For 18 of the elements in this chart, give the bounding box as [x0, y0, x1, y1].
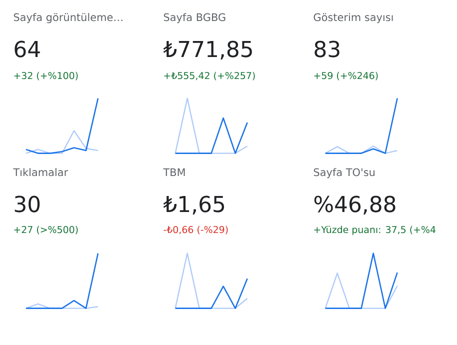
chart-subtitle: 83 [314, 40, 340, 58]
text: -₺0,66 (-%29) [164, 226, 228, 234]
text: +27 (>%500) [14, 226, 78, 234]
chart-title: Sayfa TO'su [314, 168, 374, 178]
chart-title: Sayfa görüntüleme… [14, 13, 122, 24]
chart-subtitle: 64 [14, 40, 40, 58]
chart-title: TBM [163, 168, 185, 176]
chart-title: Tıklamalar [13, 168, 68, 176]
chart-subtitle: 30 [14, 196, 40, 212]
chart-subtitle: ₺1,65 [163, 196, 224, 215]
chart-title: Sayfa BGBG [164, 13, 226, 24]
text: +32 (+%100) [14, 72, 78, 80]
chart-title: Gösterim sayısı [314, 13, 393, 24]
text: +Yüzde puanı: 37,5 (+%4 [314, 226, 436, 235]
text: +₺555,42 (+%257) [164, 72, 255, 80]
chart-subtitle: %46,88 [314, 196, 396, 215]
text: +59 (+%246) [314, 72, 378, 80]
chart-subtitle: ₺771,85 [163, 40, 252, 60]
